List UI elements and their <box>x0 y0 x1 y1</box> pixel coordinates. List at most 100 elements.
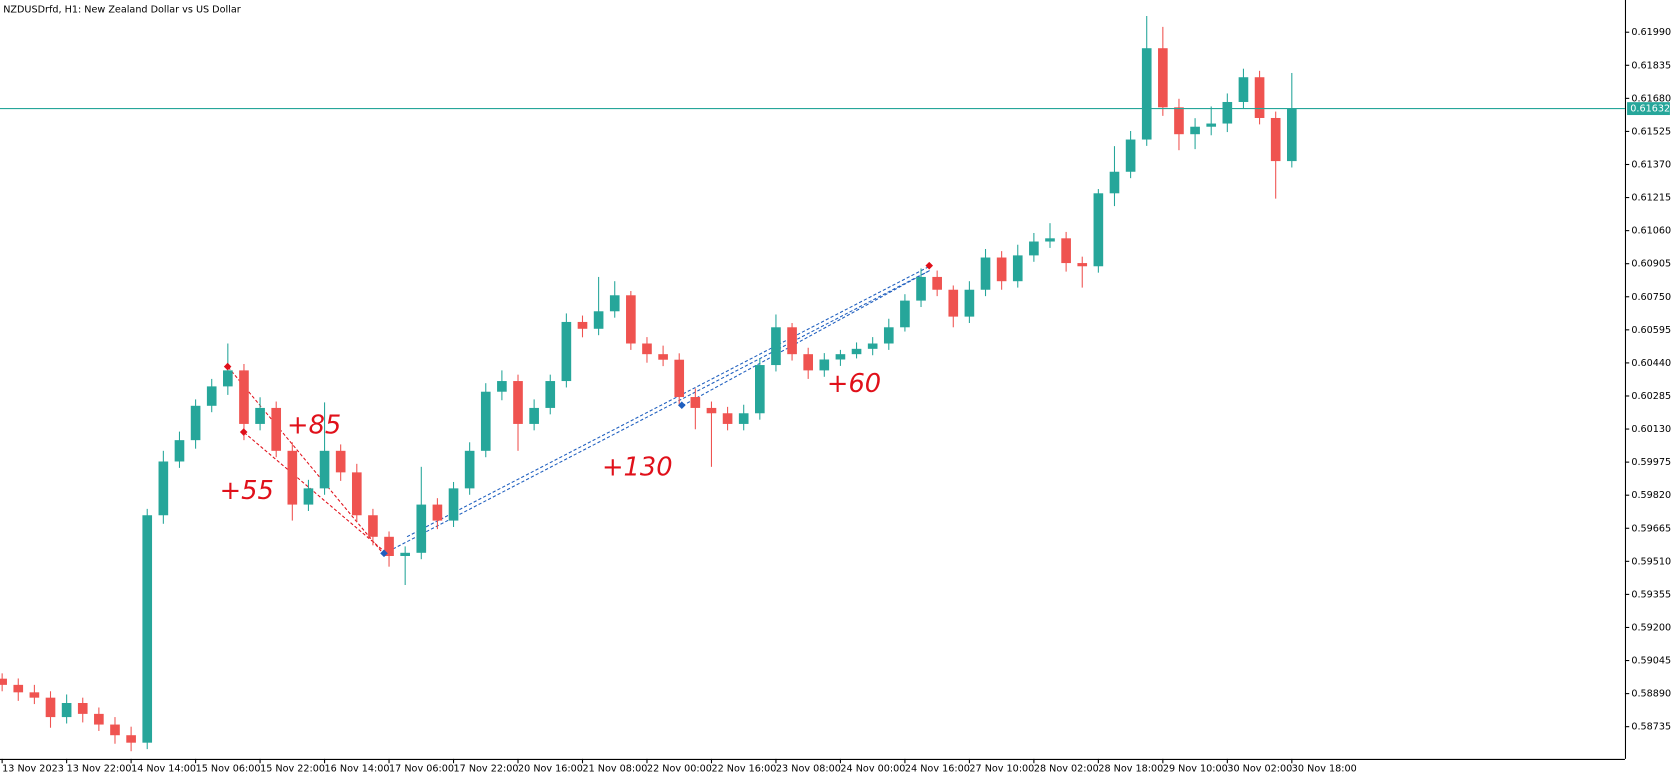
candle-body <box>61 703 72 718</box>
trade-line <box>682 270 931 407</box>
y-tick-label: 0.59665 <box>1631 523 1671 534</box>
candle-body <box>996 257 1007 282</box>
candle-body <box>400 552 410 556</box>
candle-body <box>916 276 926 301</box>
annotation: +55 <box>220 476 274 506</box>
candle-body <box>642 343 652 355</box>
candle-body <box>626 295 636 344</box>
candle-body <box>1174 107 1184 135</box>
current-price-tag <box>1627 102 1670 116</box>
y-tick-label: 0.59820 <box>1631 490 1671 501</box>
candle-body <box>1190 126 1200 135</box>
y-tick-label: 0.61215 <box>1631 193 1671 204</box>
trade-lines <box>227 265 931 555</box>
candle-body <box>1222 101 1233 124</box>
candle-body <box>706 407 717 414</box>
candle-body <box>690 397 701 408</box>
candle-body <box>771 327 781 366</box>
y-tick-label: 0.60440 <box>1631 358 1671 369</box>
candle-body <box>883 327 894 344</box>
x-tick-label: 21 Nov 08:00 <box>582 764 647 775</box>
candle-body <box>190 405 201 441</box>
y-tick-label: 0.61835 <box>1631 60 1671 71</box>
annotation: +60 <box>827 369 881 399</box>
candle-body <box>77 703 88 714</box>
candle-body <box>1238 77 1249 102</box>
candle-body <box>835 354 846 360</box>
candle-body <box>1093 193 1104 267</box>
candle-body <box>1270 117 1281 162</box>
y-tick-label: 0.58890 <box>1631 689 1671 700</box>
x-tick-label: 24 Nov 16:00 <box>905 764 970 775</box>
candle-body <box>787 327 797 355</box>
candle-body <box>738 413 749 424</box>
candle-body <box>497 381 507 392</box>
candle-body <box>158 461 169 516</box>
trade-line <box>383 271 928 555</box>
candle-body <box>206 386 217 406</box>
candle-body <box>1158 48 1168 108</box>
candle-body <box>94 713 104 725</box>
candle-body <box>755 365 765 414</box>
candle-body <box>529 407 539 424</box>
y-tick-label: 0.60130 <box>1631 424 1671 435</box>
candle-body <box>1109 171 1120 194</box>
candle-body <box>964 289 975 317</box>
trade-line <box>227 366 384 555</box>
candle-body <box>513 381 523 424</box>
trade-marker <box>678 401 686 410</box>
trade-markers <box>223 261 934 558</box>
candle-body <box>948 289 959 317</box>
candle-body <box>545 381 556 408</box>
candle-body <box>432 504 443 521</box>
y-tick-label: 0.61990 <box>1631 27 1671 38</box>
x-tick-label: 30 Nov 18:00 <box>1292 764 1357 775</box>
candle-body <box>448 488 459 521</box>
current-price-label: 0.61632 <box>1630 104 1670 115</box>
x-tick-label: 13 Nov 2023 <box>2 764 64 775</box>
y-tick-label: 0.61060 <box>1631 226 1671 237</box>
candle-body <box>126 735 136 743</box>
candle-body <box>142 515 153 743</box>
x-tick-label: 28 Nov 18:00 <box>1098 764 1163 775</box>
x-tick-label: 27 Nov 10:00 <box>969 764 1034 775</box>
y-tick-label: 0.59510 <box>1631 556 1671 567</box>
candle-body <box>480 391 491 451</box>
candle-body <box>932 276 942 290</box>
y-tick-label: 0.60285 <box>1631 391 1671 402</box>
candle-body <box>384 536 394 556</box>
candle-body <box>819 359 830 371</box>
candle-body <box>0 678 7 685</box>
y-tick-label: 0.59975 <box>1631 457 1671 468</box>
candle-body <box>803 354 814 371</box>
candle-body <box>351 472 362 516</box>
candle-body <box>1077 263 1088 267</box>
candle-body <box>609 295 620 312</box>
y-tick-label: 0.59045 <box>1631 656 1671 667</box>
candle-body <box>368 515 378 537</box>
candle-body <box>110 724 120 736</box>
x-tick-label: 17 Nov 06:00 <box>389 764 454 775</box>
x-tick-label: 30 Nov 02:00 <box>1227 764 1292 775</box>
candle-body <box>561 321 572 382</box>
x-tick-label: 20 Nov 16:00 <box>518 764 583 775</box>
y-tick-label: 0.61680 <box>1631 93 1671 104</box>
candle-body <box>271 407 282 451</box>
y-tick-label: 0.58735 <box>1631 722 1671 733</box>
candle-body <box>174 440 185 462</box>
plot-area <box>0 16 1297 752</box>
y-tick-label: 0.61525 <box>1631 126 1671 137</box>
y-tick-label: 0.60750 <box>1631 292 1671 303</box>
x-tick-label: 15 Nov 06:00 <box>196 764 261 775</box>
annotation: +130 <box>602 452 673 482</box>
chart-title: NZDUSDrfd, H1: New Zealand Dollar vs US … <box>3 5 241 16</box>
y-tick-label: 0.60905 <box>1631 259 1671 270</box>
x-tick-label: 14 Nov 14:00 <box>131 764 196 775</box>
candle-body <box>1012 255 1023 282</box>
trade-line <box>406 265 931 538</box>
x-tick-label: 29 Nov 10:00 <box>1163 764 1228 775</box>
candle-body <box>867 343 878 349</box>
candle-body <box>29 692 40 698</box>
candle-body <box>303 488 314 505</box>
